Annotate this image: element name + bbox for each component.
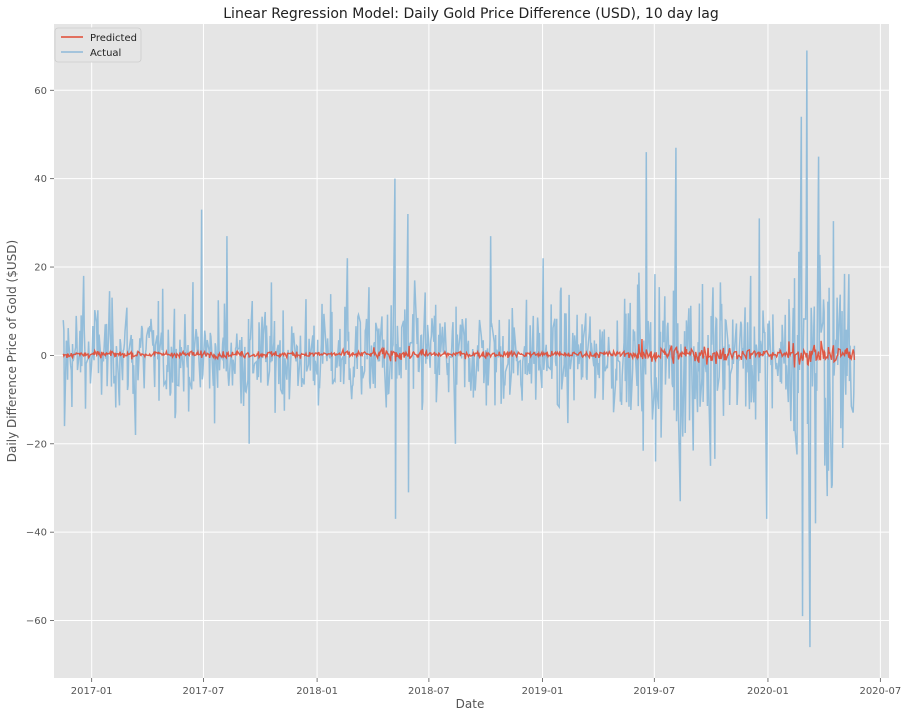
- x-axis-ticks: 2017-01 2017-07 2018-01 2018-07 2019-01 2019-…: [71, 678, 901, 697]
- legend: Predicted Actual: [54, 27, 142, 63]
- gridlines: [54, 24, 889, 678]
- series-actual: [62, 50, 856, 648]
- y-axis-label: Daily Difference Price of Gold ($USD): [5, 240, 19, 462]
- y-tick-label: −20: [26, 439, 47, 450]
- y-tick-label: 60: [34, 86, 47, 97]
- legend-label-actual: Actual: [90, 48, 121, 59]
- x-tick-label: 2017-01: [71, 686, 113, 697]
- y-tick-label: −40: [26, 528, 47, 539]
- x-tick-label: 2018-07: [408, 686, 450, 697]
- x-tick-label: 2017-07: [183, 686, 225, 697]
- predicted-line: [62, 338, 856, 368]
- legend-label-predicted: Predicted: [90, 33, 137, 44]
- y-tick-label: 40: [34, 174, 47, 185]
- chart-title: Linear Regression Model: Daily Gold Pric…: [223, 6, 719, 22]
- x-tick-label: 2018-01: [296, 686, 338, 697]
- y-tick-label: 0: [41, 351, 47, 362]
- actual-line: [62, 50, 856, 648]
- x-tick-label: 2019-01: [522, 686, 564, 697]
- x-tick-label: 2020-07: [859, 686, 901, 697]
- y-tick-label: 20: [34, 263, 47, 274]
- y-tick-label: −60: [26, 616, 47, 627]
- y-axis-ticks: −60 −40 −20 0 20 40 60: [26, 86, 54, 627]
- x-tick-label: 2019-07: [633, 686, 675, 697]
- series-predicted: [62, 338, 856, 368]
- x-tick-label: 2020-01: [747, 686, 789, 697]
- x-axis-label: Date: [456, 697, 485, 711]
